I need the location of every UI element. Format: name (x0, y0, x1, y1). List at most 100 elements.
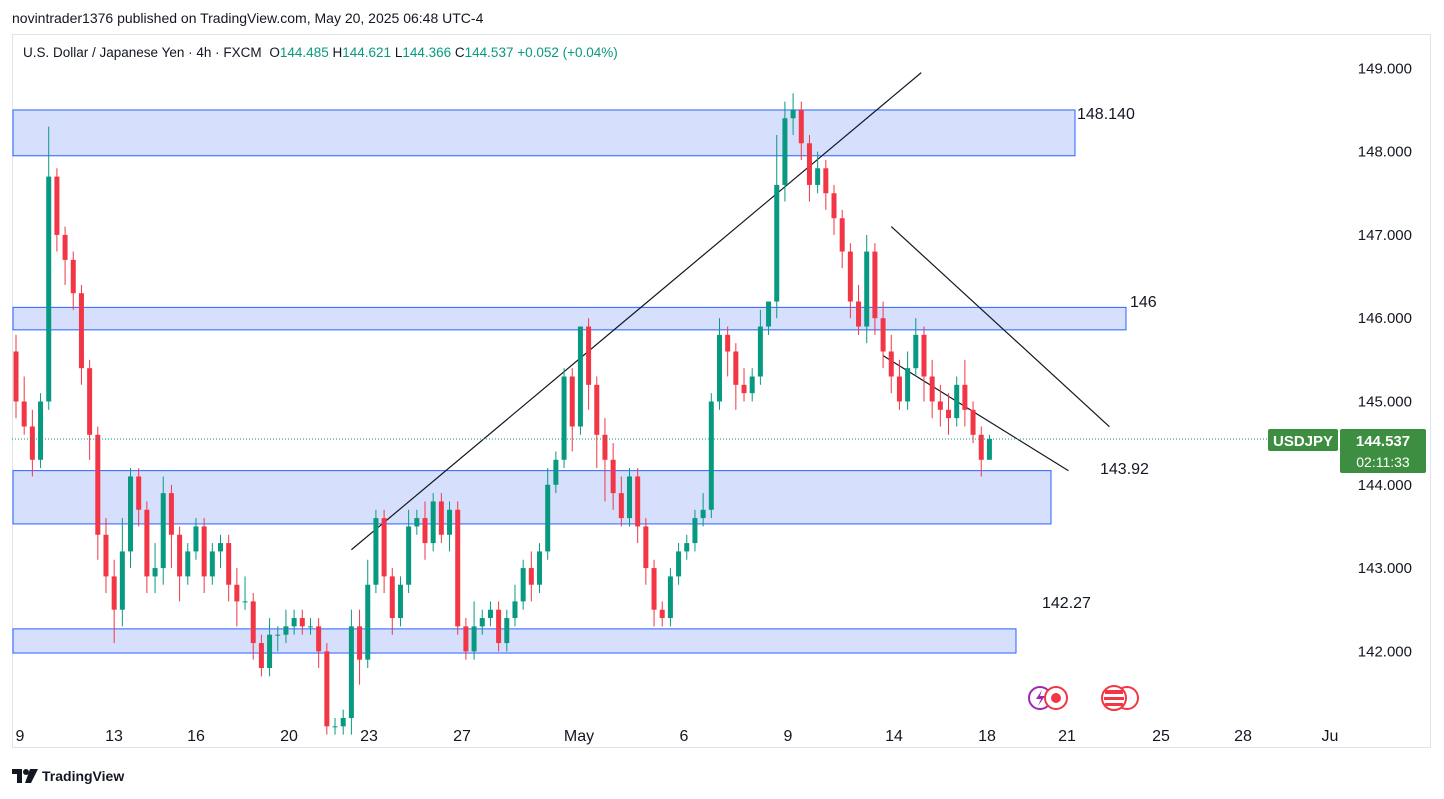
candle-body (569, 376, 575, 427)
candles-layer (12, 93, 1338, 735)
candle-body (438, 501, 444, 535)
candle-body (78, 293, 84, 369)
candle-body (545, 484, 551, 552)
symbol-badge-label: USDJPY (1273, 433, 1333, 450)
time-axis: 9 13 16 20 23 27 May 6 9 14 18 21 25 28 Ju (16, 728, 1339, 745)
candle-body (610, 459, 616, 494)
price-tick-label: 144.000 (1358, 477, 1412, 494)
candle-body (397, 584, 403, 619)
candle-body (700, 509, 706, 519)
candle-body (128, 476, 134, 552)
chart-frame (12, 34, 1431, 748)
candle-body (676, 551, 682, 577)
time-tick-label: 21 (1058, 728, 1076, 745)
candle-body (487, 609, 493, 619)
us-flag-stripe (1105, 703, 1123, 706)
candle-body (389, 576, 395, 619)
candle-body (553, 459, 559, 485)
time-tick-label: 13 (105, 728, 123, 745)
candle-body (643, 526, 649, 569)
candle-body (87, 368, 93, 435)
candle-body (160, 493, 166, 569)
candle-body (749, 376, 755, 394)
time-tick-label: 9 (16, 728, 25, 745)
candle-body (504, 618, 510, 644)
zone-label: 142.27 (1042, 595, 1091, 612)
change-value: +0.052 (+0.04%) (517, 45, 618, 60)
candle-body (496, 609, 502, 644)
candle-body (299, 618, 305, 627)
candle-body (815, 168, 821, 185)
candle-body (896, 376, 902, 402)
symbol-name[interactable]: U.S. Dollar / Japanese Yen · 4h · FXCM (23, 45, 262, 60)
candle-body (267, 634, 273, 669)
candle-body (447, 509, 453, 535)
candle-body (667, 576, 673, 619)
candle-body (348, 626, 354, 718)
candle-body (406, 526, 412, 585)
candle-body (823, 168, 829, 194)
time-tick-label: 18 (978, 728, 996, 745)
time-tick-label: 25 (1152, 728, 1170, 745)
time-tick-label: 14 (885, 728, 903, 745)
event-icons (1028, 685, 1139, 711)
candle-body (250, 601, 256, 644)
candle-body (218, 543, 223, 552)
candle-body (594, 384, 600, 435)
candle-body (864, 251, 870, 327)
candle-body (986, 438, 992, 460)
candle-body (463, 626, 469, 652)
trendline (890, 226, 1110, 428)
candle-body (651, 568, 657, 610)
candle-body (880, 318, 886, 352)
trendline (350, 72, 922, 551)
candle-body (905, 368, 911, 402)
candle-body (929, 376, 935, 402)
candle-body (111, 576, 117, 610)
tradingview-footer[interactable]: TradingView (12, 768, 124, 784)
high-value: 144.621 (342, 45, 392, 60)
time-tick-label: 9 (784, 728, 793, 745)
candle-body (168, 493, 174, 535)
price-tick-label: 142.000 (1358, 643, 1412, 660)
candle-body (144, 509, 150, 577)
candle-body (937, 401, 943, 410)
candle-body (283, 626, 289, 635)
candle-body (586, 326, 592, 385)
candle-body (226, 543, 232, 585)
candle-body (422, 518, 428, 544)
candle-body (757, 326, 763, 377)
candle-body (512, 601, 518, 619)
candle-body (275, 634, 281, 636)
candle-body (95, 434, 101, 535)
candle-body (381, 518, 387, 577)
time-tick-label: 28 (1234, 728, 1252, 745)
price-tick-label: 147.000 (1358, 227, 1412, 244)
candle-body (684, 543, 690, 552)
ohlc-legend: U.S. Dollar / Japanese Yen · 4h · FXCM O… (23, 45, 618, 60)
candle-body (54, 176, 60, 235)
candle-body (119, 551, 125, 610)
lightning-glyph-icon (1036, 690, 1045, 706)
candle-body (357, 626, 363, 660)
candle-body (913, 334, 919, 369)
candle-body (627, 476, 632, 519)
publish-line: novintrader1376 published on TradingView… (12, 10, 484, 26)
candle-body (103, 534, 109, 577)
candle-body (708, 401, 714, 510)
price-tick-label: 149.000 (1358, 60, 1412, 77)
candle-body (479, 618, 485, 627)
candle-body (970, 409, 976, 435)
candle-body (307, 626, 313, 628)
candle-body (258, 643, 264, 669)
price-tick-label: 143.000 (1358, 560, 1412, 577)
zone-label: 143.92 (1100, 461, 1149, 478)
tradingview-logo-icon (12, 769, 38, 783)
candle-body (234, 584, 240, 602)
candle-body (790, 109, 796, 119)
zone-label: 146 (1130, 294, 1157, 311)
zone-box (12, 470, 1052, 525)
time-tick-label: 20 (280, 728, 298, 745)
low-value: 144.366 (402, 45, 452, 60)
